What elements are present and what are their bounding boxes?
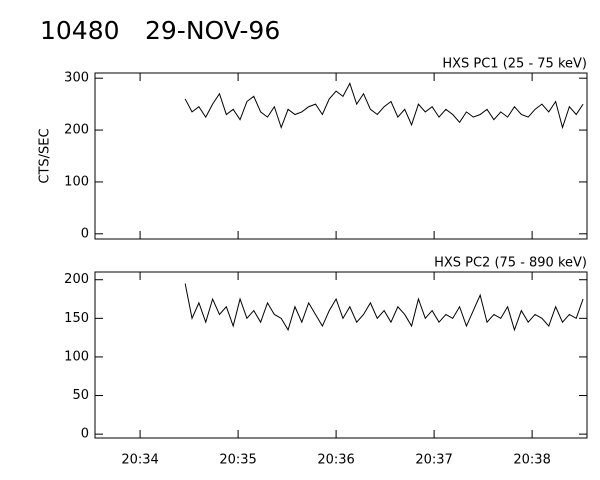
x-tick-label: 20:37 [415,453,452,468]
y-tick-label: 100 [64,174,89,189]
y-tick-label: 150 [64,311,89,326]
count-rate-line [184,82,584,130]
y-axis-label: CTS/SEC [38,128,53,183]
plot-frame [94,72,588,240]
event-id: 10480 [40,16,120,45]
x-tick-label: 20:38 [513,453,550,468]
y-tick-label: 100 [64,349,89,364]
x-tick-label: 20:34 [121,453,158,468]
event-date: 29-NOV-96 [145,16,280,45]
panel-title: HXS PC2 (75 - 890 keV) [434,256,587,271]
y-tick-label: 200 [64,272,89,287]
x-tick-label: 20:35 [219,453,256,468]
y-tick-label: 0 [81,427,89,442]
y-tick-label: 300 [64,71,89,86]
x-tick-label: 20:36 [317,453,354,468]
panel-title: HXS PC1 (25 - 75 keV) [442,57,587,72]
plot-frame [94,271,588,439]
y-tick-label: 50 [72,388,89,403]
count-rate-line [184,283,584,332]
y-tick-label: 0 [81,226,89,241]
y-tick-label: 200 [64,123,89,138]
